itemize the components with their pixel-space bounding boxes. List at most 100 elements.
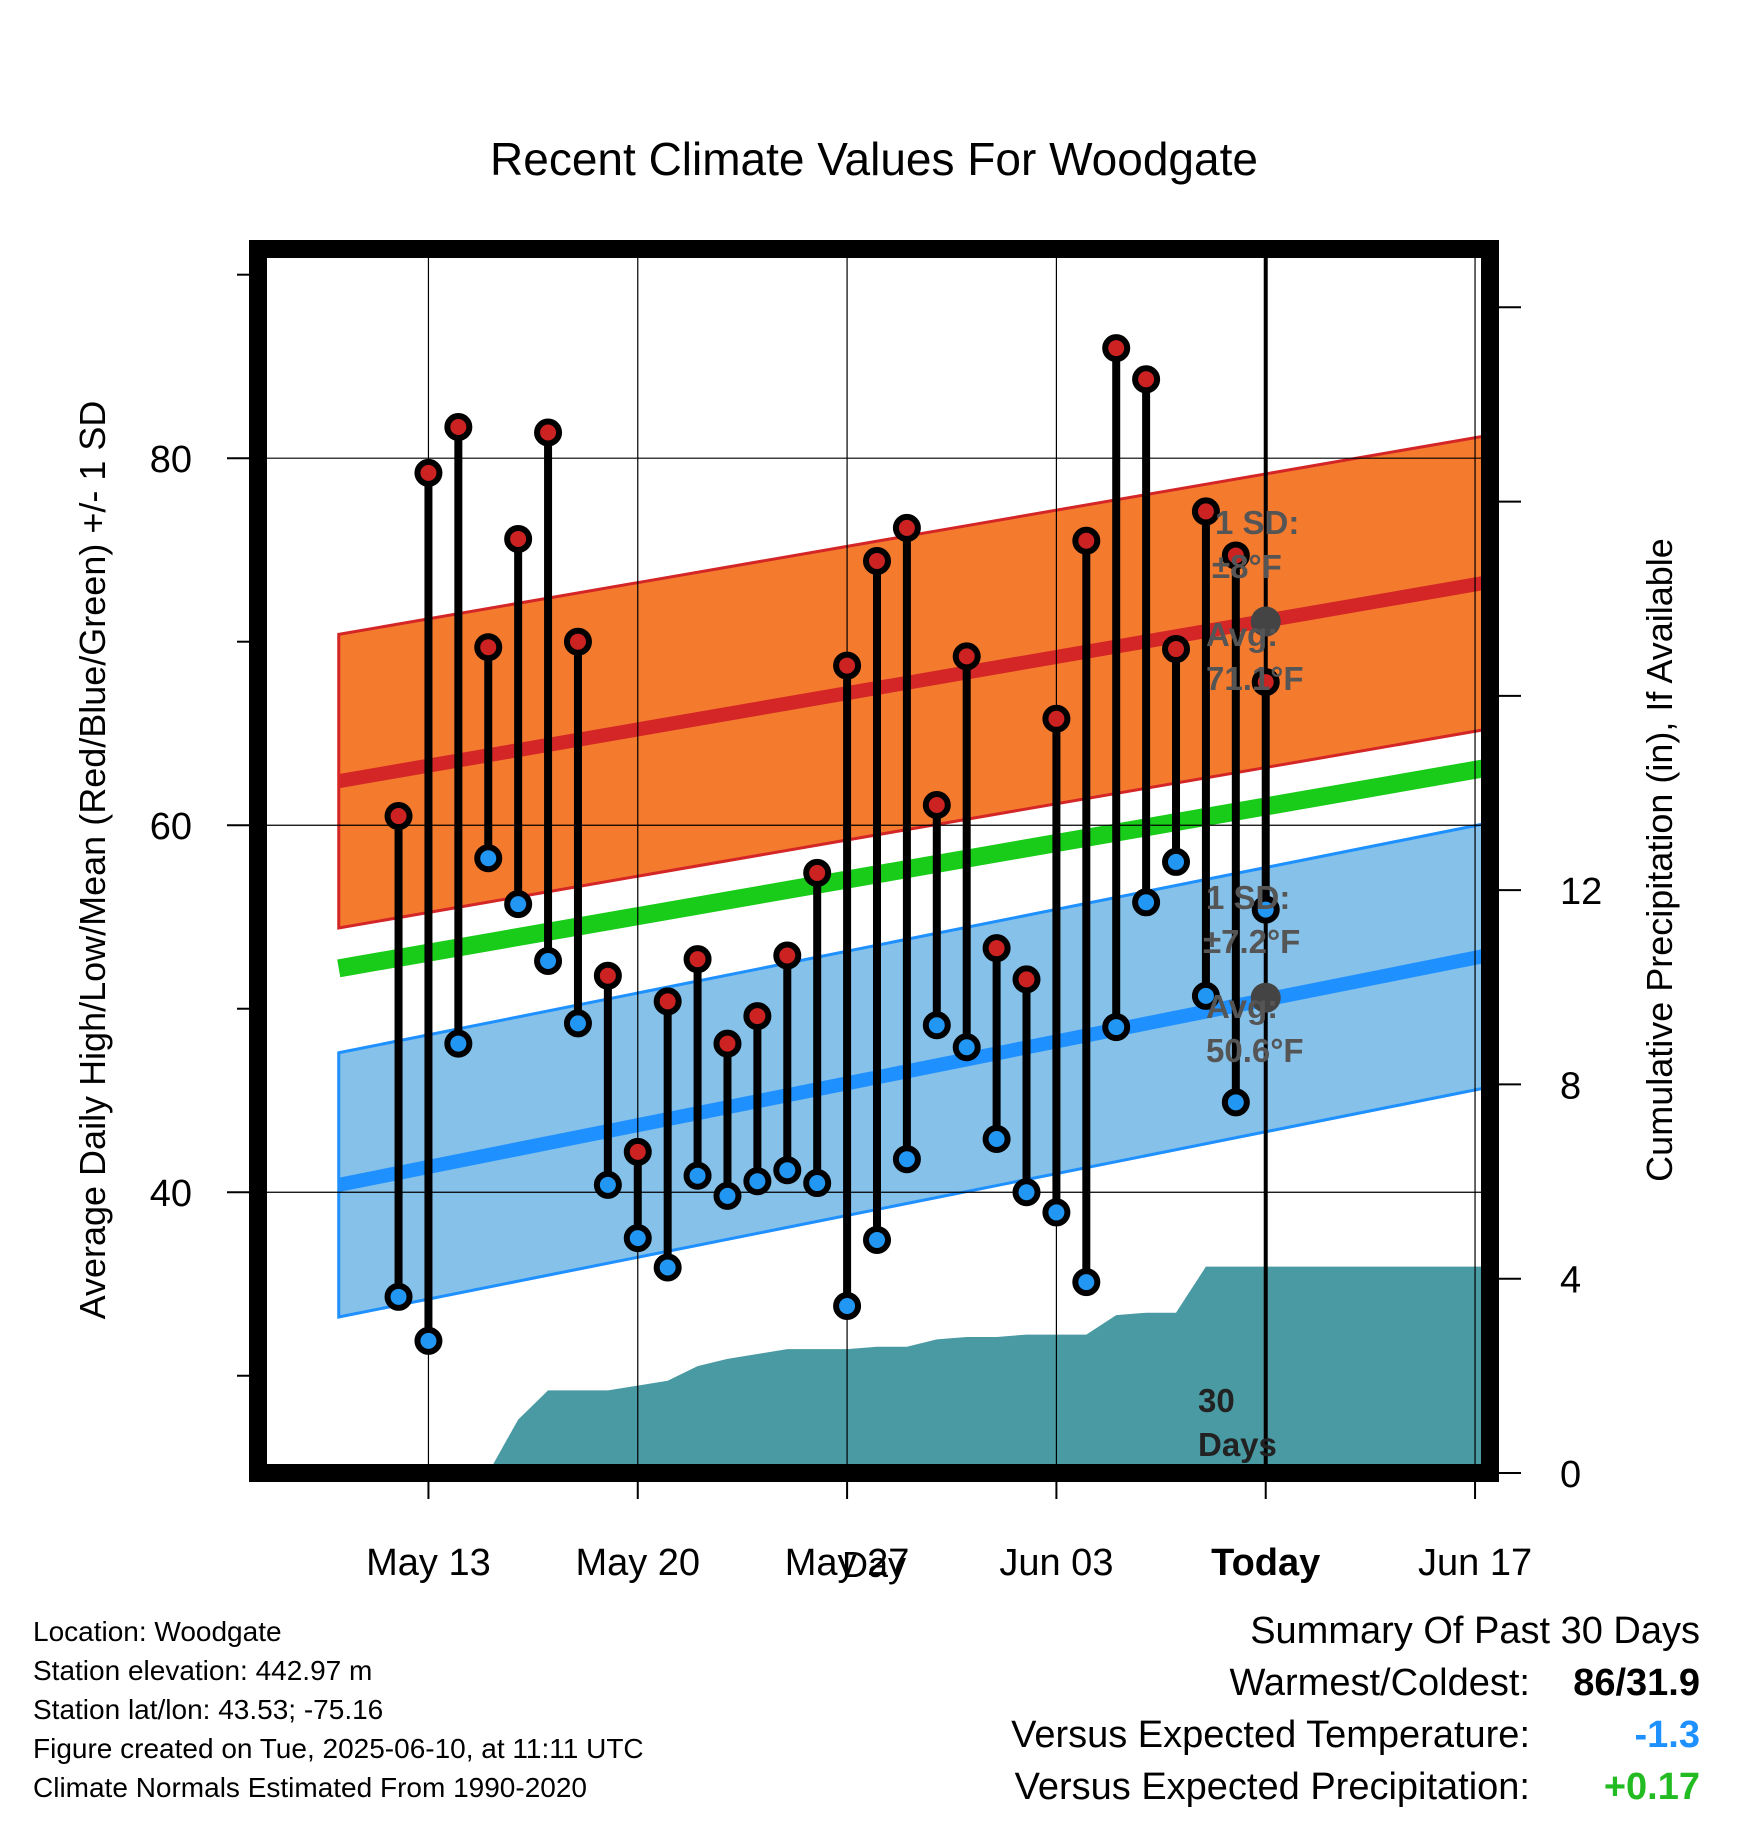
daily-high-point (1132, 365, 1161, 394)
temp-departure-label: Versus Expected Temperature: (1011, 1714, 1530, 1756)
high-avg-value: 71.1°F (1206, 660, 1304, 697)
today-high-avg-point (1250, 606, 1281, 637)
low-avg-title: Avg: (1206, 988, 1278, 1025)
x-tick-label: May 27 (785, 1542, 910, 1584)
daily-high-point (653, 987, 682, 1016)
daily-low-point (952, 1033, 981, 1062)
daily-high-point (593, 961, 622, 990)
y2-tick-label: 8 (1560, 1065, 1581, 1107)
temp-departure-value: -1.3 (1634, 1714, 1700, 1756)
summary-temp-row: Versus Expected Temperature: -1.3 (1011, 1714, 1700, 1766)
daily-low-point (1191, 981, 1220, 1010)
daily-low-point (1221, 1088, 1250, 1117)
daily-high-point (982, 934, 1011, 963)
daily-high-point (803, 858, 832, 887)
station-info: Location: Woodgate Station elevation: 44… (33, 1612, 644, 1807)
daily-low-point (593, 1170, 622, 1199)
x-axis-label: Day (842, 1544, 906, 1585)
daily-low-point (1132, 888, 1161, 917)
plot-area (337, 433, 1490, 1473)
daily-low-point (653, 1253, 682, 1282)
x-tick-label: Jun 03 (999, 1542, 1113, 1584)
climate-chart: Recent Climate Values For Woodgate May 1… (72, 133, 1680, 1585)
daily-low-point (773, 1156, 802, 1185)
x-tick-label: May 13 (366, 1542, 491, 1584)
y-axis-label: Average Daily High/Low/Mean (Red/Blue/Gr… (72, 401, 113, 1320)
daily-high-point (1251, 668, 1280, 697)
chart-title: Recent Climate Values For Woodgate (490, 133, 1258, 185)
high-sd-title: 1 SD: (1215, 504, 1299, 541)
y2-tick-label: 0 (1560, 1454, 1581, 1496)
low-sd-title: 1 SD: (1206, 879, 1290, 916)
latlon-text: Station lat/lon: 43.53; -75.16 (33, 1694, 384, 1725)
daily-low-point (504, 890, 533, 919)
daily-high-point (922, 791, 951, 820)
created-text: Figure created on Tue, 2025-06-10, at 11… (33, 1733, 644, 1764)
daily-high-point (683, 945, 712, 974)
daily-high-point (623, 1137, 652, 1166)
y-tick-label: 60 (150, 806, 192, 848)
daily-high-point (773, 941, 802, 970)
daily-low-point (534, 947, 563, 976)
precip-departure-value: +0.17 (1603, 1766, 1700, 1808)
daily-high-point (1162, 635, 1191, 664)
daily-low-point (803, 1169, 832, 1198)
data-marks (384, 334, 1281, 1355)
daily-high-point (563, 627, 592, 656)
daily-high-point (384, 802, 413, 831)
daily-low-point (862, 1225, 891, 1254)
precip-departure-label: Versus Expected Precipitation: (1014, 1766, 1530, 1808)
low-avg-value: 50.6°F (1206, 1032, 1304, 1069)
daily-high-point (1191, 497, 1220, 526)
y2-tick-label: 12 (1560, 871, 1602, 913)
daily-low-point (1162, 847, 1191, 876)
x-tick-label: May 20 (575, 1542, 700, 1584)
daily-high-point (474, 633, 503, 662)
axis-ticks: May 13 May 20 May 27 Jun 03 Today Jun 1740608… (150, 273, 1602, 1584)
daily-low-point (444, 1029, 473, 1058)
plot-frame (249, 240, 1499, 1482)
daily-low-point (1251, 895, 1280, 924)
daily-low-point (1102, 1013, 1131, 1042)
daily-high-point (444, 413, 473, 442)
daily-high-point (1042, 704, 1071, 733)
warmest-value: 86/31.9 (1573, 1662, 1700, 1704)
period-unit: Days (1198, 1426, 1277, 1463)
daily-low-point (743, 1167, 772, 1196)
daily-high-point (1102, 334, 1131, 363)
high-normal-line (337, 574, 1490, 789)
daily-low-point (922, 1011, 951, 1040)
y-tick-label: 40 (150, 1173, 192, 1215)
daily-high-point (534, 418, 563, 447)
daily-low-point (623, 1224, 652, 1253)
daily-high-point (862, 546, 891, 575)
daily-high-point (1072, 526, 1101, 555)
daily-high-point (414, 458, 443, 487)
location-text: Location: Woodgate (33, 1616, 282, 1647)
summary-warmest-row: Warmest/Coldest: 86/31.9 (1011, 1662, 1700, 1714)
x-tick-label: Today (1211, 1542, 1320, 1584)
y2-axis-label: Cumulative Precipitation (in), If Availa… (1639, 538, 1680, 1182)
daily-high-point (952, 642, 981, 671)
daily-high-point (1012, 965, 1041, 994)
daily-high-point (892, 513, 921, 542)
daily-low-point (892, 1145, 921, 1174)
daily-low-point (474, 844, 503, 873)
daily-low-point (563, 1009, 592, 1038)
daily-low-point (683, 1161, 712, 1190)
y-tick-label: 80 (150, 439, 192, 481)
y2-tick-label: 4 (1560, 1260, 1581, 1302)
elevation-text: Station elevation: 442.97 m (33, 1655, 373, 1686)
daily-high-point (833, 651, 862, 680)
daily-low-point (1042, 1198, 1071, 1227)
low-sd-value: ±7.2°F (1203, 923, 1300, 960)
daily-low-point (384, 1282, 413, 1311)
daily-low-point (1012, 1178, 1041, 1207)
daily-low-point (713, 1181, 742, 1210)
daily-high-point (504, 524, 533, 553)
high-avg-title: Avg: (1206, 616, 1278, 653)
summary-precip-row: Versus Expected Precipitation: +0.17 (1011, 1766, 1700, 1818)
summary-panel: Summary Of Past 30 Days Warmest/Coldest:… (1011, 1610, 1700, 1818)
high-sd-value: ±8°F (1212, 548, 1282, 585)
daily-low-point (414, 1326, 443, 1355)
